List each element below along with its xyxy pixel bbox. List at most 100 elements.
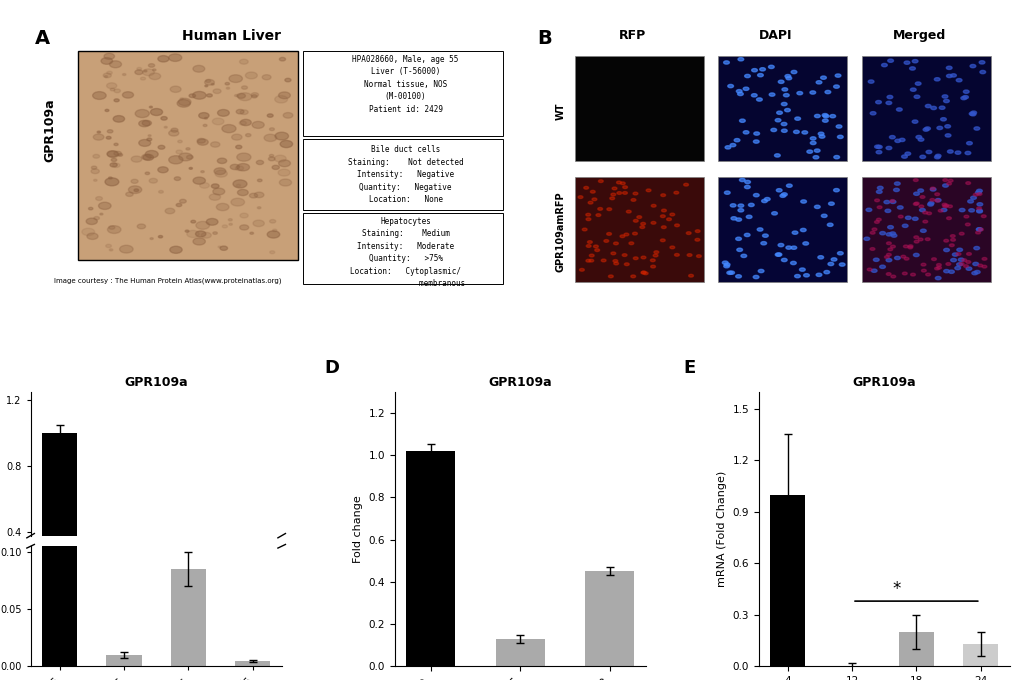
Circle shape [107, 83, 116, 88]
Circle shape [914, 82, 920, 85]
Circle shape [833, 156, 839, 159]
Circle shape [954, 151, 960, 154]
Circle shape [225, 82, 229, 85]
Circle shape [143, 154, 154, 160]
Circle shape [686, 232, 691, 235]
Circle shape [869, 231, 874, 234]
Circle shape [178, 153, 193, 161]
Circle shape [933, 193, 938, 196]
Circle shape [912, 179, 917, 182]
Circle shape [958, 262, 963, 265]
Circle shape [936, 126, 942, 130]
Circle shape [821, 114, 827, 117]
Circle shape [728, 271, 734, 274]
Circle shape [131, 156, 142, 162]
Circle shape [886, 233, 891, 236]
Circle shape [168, 54, 181, 61]
Circle shape [220, 246, 227, 250]
Circle shape [912, 203, 917, 205]
Circle shape [890, 245, 895, 248]
Circle shape [159, 190, 163, 193]
Circle shape [897, 206, 902, 209]
Circle shape [743, 131, 748, 134]
Circle shape [82, 228, 95, 235]
Circle shape [975, 231, 979, 234]
Circle shape [239, 213, 248, 218]
Circle shape [977, 264, 981, 267]
Circle shape [753, 194, 758, 197]
Circle shape [105, 178, 119, 186]
Circle shape [251, 92, 258, 97]
Circle shape [660, 226, 665, 228]
Bar [585, 571, 634, 666]
Text: Image courtesy : The Human Protein Atlas(www.proteinatlas.org): Image courtesy : The Human Protein Atlas… [54, 278, 281, 284]
Circle shape [723, 191, 730, 194]
Circle shape [839, 263, 844, 266]
Circle shape [235, 146, 242, 149]
Circle shape [149, 178, 157, 183]
Bar [406, 451, 454, 666]
Circle shape [781, 122, 786, 126]
Circle shape [193, 65, 205, 72]
Circle shape [958, 258, 963, 261]
FancyBboxPatch shape [303, 50, 503, 136]
Circle shape [170, 86, 181, 92]
Circle shape [723, 263, 730, 267]
Circle shape [660, 215, 664, 218]
Circle shape [109, 249, 113, 251]
Circle shape [246, 72, 257, 79]
Circle shape [736, 248, 742, 252]
Circle shape [630, 275, 635, 277]
Circle shape [918, 205, 923, 208]
Circle shape [899, 138, 904, 141]
Circle shape [145, 150, 158, 158]
Circle shape [624, 233, 628, 236]
Circle shape [781, 258, 787, 262]
Circle shape [267, 114, 273, 117]
Circle shape [947, 150, 953, 153]
Circle shape [230, 198, 245, 206]
Circle shape [902, 272, 906, 275]
Circle shape [981, 258, 986, 260]
Circle shape [933, 156, 940, 159]
Circle shape [177, 140, 182, 143]
Circle shape [973, 127, 979, 130]
Circle shape [975, 228, 981, 231]
Circle shape [179, 199, 186, 203]
Circle shape [945, 262, 950, 265]
Circle shape [751, 69, 757, 72]
Circle shape [230, 165, 239, 169]
Circle shape [674, 224, 679, 226]
Circle shape [976, 192, 981, 195]
Circle shape [206, 218, 218, 225]
Circle shape [815, 81, 821, 84]
Circle shape [956, 248, 962, 252]
Circle shape [588, 259, 593, 262]
Circle shape [792, 231, 797, 235]
Circle shape [870, 269, 876, 273]
Circle shape [880, 63, 887, 67]
Circle shape [913, 95, 919, 99]
Circle shape [148, 135, 151, 137]
FancyBboxPatch shape [717, 56, 847, 160]
Circle shape [613, 242, 618, 245]
Circle shape [981, 265, 985, 268]
Circle shape [252, 95, 257, 98]
Circle shape [938, 106, 944, 109]
Circle shape [965, 260, 970, 263]
Circle shape [966, 252, 970, 255]
Circle shape [622, 254, 627, 256]
Circle shape [214, 168, 225, 175]
Circle shape [935, 264, 941, 267]
Circle shape [147, 138, 152, 141]
Circle shape [284, 78, 290, 82]
Circle shape [937, 209, 943, 212]
Circle shape [901, 155, 907, 158]
Circle shape [631, 199, 635, 201]
Circle shape [633, 192, 637, 195]
Circle shape [790, 246, 796, 250]
Circle shape [913, 236, 918, 239]
Circle shape [149, 106, 152, 108]
Title: GPR109a: GPR109a [124, 376, 187, 389]
Circle shape [796, 92, 802, 95]
